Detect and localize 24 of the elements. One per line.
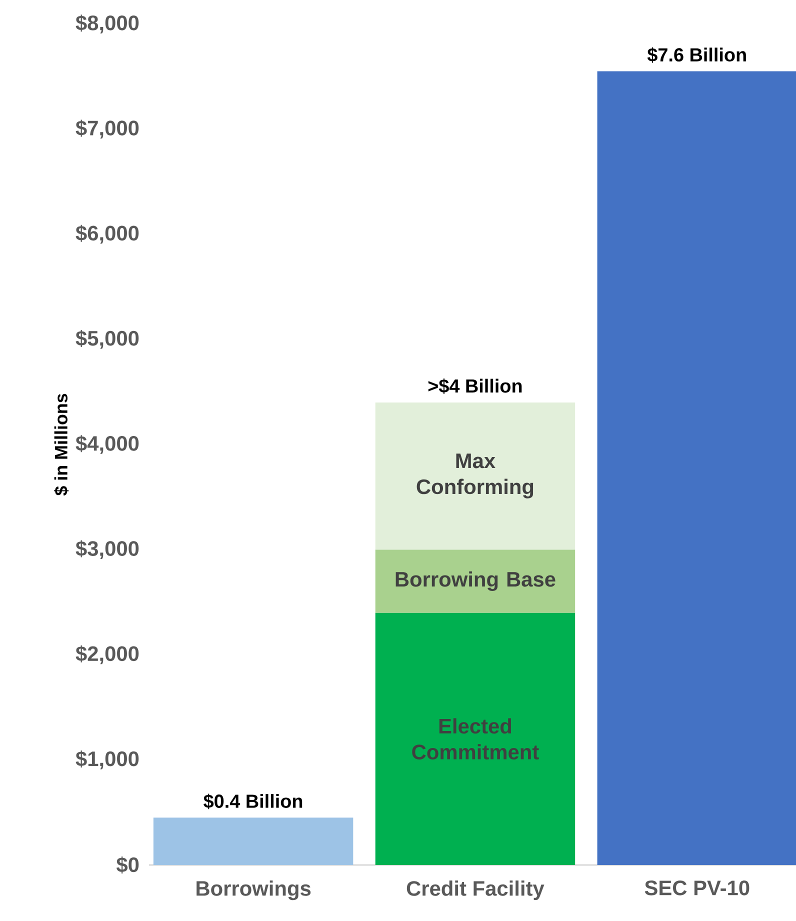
y-axis-title: $ in Millions (54, 394, 69, 496)
y-tick-label: $8,000 (76, 14, 139, 34)
y-tick-label: $6,000 (76, 224, 139, 244)
y-tick-label: $5,000 (76, 330, 139, 349)
y-tick-label: $3,000 (76, 540, 139, 559)
y-tick-label: $0 (116, 856, 139, 874)
bar (375, 402, 576, 550)
annotation: $0.4 Billion (204, 794, 302, 810)
annotation: >$4 Billion (428, 378, 522, 394)
series-label: Elected Commitment (412, 718, 539, 760)
x-tick-label: SEC PV-10 (644, 880, 750, 896)
y-tick-label: $4,000 (76, 435, 139, 454)
bar (153, 818, 354, 865)
y-tick-label: $1,000 (76, 750, 139, 770)
bar (375, 550, 576, 613)
annotation: $7.6 Billion (647, 47, 746, 63)
bar (597, 71, 796, 865)
series-label: Borrowing Base (396, 571, 556, 591)
series-label: Max Conforming (416, 454, 534, 498)
y-tick-label: $2,000 (76, 645, 139, 664)
x-tick-label: Credit Facility (406, 880, 544, 900)
x-tick-label: Borrowings (196, 880, 311, 900)
bar (375, 612, 576, 865)
y-tick-label: $7,000 (76, 120, 139, 138)
